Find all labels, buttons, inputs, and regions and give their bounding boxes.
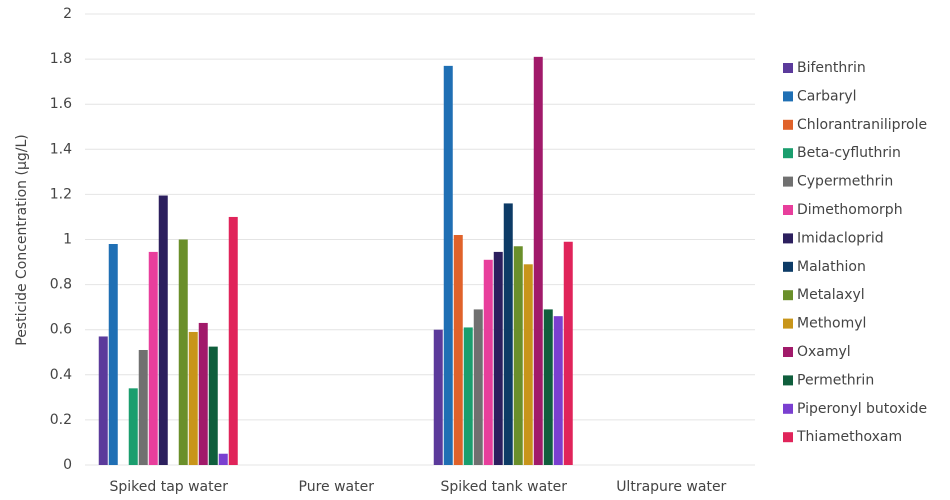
bar (158, 195, 168, 465)
legend-label: Carbaryl (797, 88, 857, 104)
legend-swatch (783, 432, 793, 443)
bar (178, 239, 188, 465)
y-tick-label: 0.2 (50, 412, 72, 428)
bar (513, 246, 523, 465)
y-tick-label: 1.2 (50, 186, 72, 202)
legend-swatch (783, 205, 793, 215)
legend-swatch (783, 375, 793, 386)
bar (503, 203, 513, 466)
legend-swatch (783, 63, 793, 73)
bar (188, 331, 198, 465)
legend-swatch (783, 347, 793, 357)
x-tick-label: Spiked tank water (440, 479, 567, 495)
bar (128, 388, 138, 465)
bar (483, 259, 493, 465)
bar (228, 216, 238, 465)
legend-swatch (783, 233, 793, 244)
legend-swatch (783, 403, 793, 414)
bar (98, 336, 108, 465)
legend-swatch (783, 91, 793, 102)
bar (563, 241, 573, 465)
legend-label: Oxamyl (797, 344, 851, 360)
legend-label: Thiamethoxam (796, 429, 902, 445)
bar (453, 234, 463, 465)
legend-label: Piperonyl butoxide (797, 401, 927, 417)
legend-label: Malathion (797, 259, 866, 275)
bar (533, 56, 543, 465)
bar (208, 346, 218, 465)
bar (433, 329, 443, 465)
bar (553, 316, 563, 465)
x-tick-label: Spiked tap water (109, 479, 228, 495)
bar (473, 309, 483, 465)
bar (493, 251, 503, 465)
legend-swatch (783, 290, 793, 301)
bar (543, 309, 553, 465)
bar (198, 322, 208, 465)
legend-label: Imidacloprid (797, 230, 884, 246)
legend-label: Bifenthrin (797, 60, 866, 76)
y-tick-label: 1 (63, 232, 72, 248)
y-tick-label: 0.4 (50, 367, 72, 383)
legend-label: Beta-cyfluthrin (797, 145, 901, 161)
y-tick-label: 0.8 (50, 277, 72, 293)
bar (523, 264, 533, 465)
bar (148, 251, 158, 465)
legend-label: Permethrin (797, 372, 874, 388)
bar (108, 244, 118, 465)
x-tick-label: Pure water (299, 479, 375, 495)
y-tick-label: 2 (63, 6, 72, 22)
legend-label: Dimethomorph (797, 202, 903, 218)
bar (138, 349, 148, 465)
y-tick-label: 0.6 (50, 322, 72, 338)
legend-swatch (783, 119, 793, 130)
legend-swatch (783, 176, 793, 187)
legend-swatch (783, 318, 793, 329)
y-tick-label: 1.6 (50, 96, 72, 112)
legend-label: Cypermethrin (797, 174, 893, 190)
y-tick-label: 1.4 (50, 141, 72, 157)
bar (443, 65, 453, 466)
legend-label: Methomyl (797, 316, 866, 332)
bar (463, 327, 473, 465)
y-tick-label: 1.8 (50, 51, 72, 67)
bar (218, 453, 228, 465)
legend-swatch (783, 261, 793, 272)
legend-label: Chlorantraniliprole (797, 117, 927, 133)
y-axis-label: Pesticide Concentration (µg/L) (14, 134, 30, 346)
y-tick-label: 0 (63, 457, 72, 473)
legend-swatch (783, 148, 793, 159)
legend-label: Metalaxyl (797, 287, 865, 303)
x-tick-label: Ultrapure water (616, 479, 726, 495)
